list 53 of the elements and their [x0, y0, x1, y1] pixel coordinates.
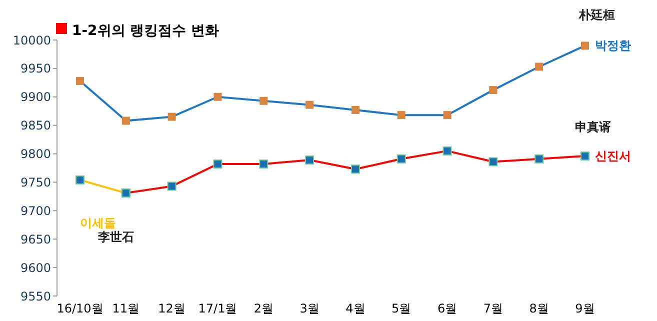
point	[397, 111, 406, 120]
x-tick-label: 6월	[437, 302, 458, 316]
point	[168, 112, 176, 121]
point	[121, 188, 130, 198]
y-tick-label: 10000	[12, 33, 51, 48]
annotation: 李世石	[97, 230, 134, 244]
point	[167, 182, 176, 191]
y-tick-label: 9550	[20, 289, 51, 304]
y-tick-label: 9800	[20, 147, 51, 162]
text: 朴廷桓	[578, 8, 615, 22]
x-tick-label: 5월	[392, 302, 412, 316]
x-tick-label: 4월	[346, 302, 366, 316]
x-tick-label: 3월	[300, 302, 320, 316]
y-tick-label: 9650	[20, 232, 51, 246]
point	[260, 96, 268, 105]
x-tick-label: 2월	[254, 302, 274, 316]
y-tick-label: 9950	[20, 62, 51, 76]
point	[443, 111, 452, 120]
point	[305, 156, 314, 165]
y-tick-label: 9700	[20, 204, 51, 218]
point	[396, 154, 406, 164]
x-tick-label: 7월	[483, 302, 503, 316]
y-tick-label: 9600	[20, 260, 51, 275]
series-label: 신진서	[595, 149, 631, 164]
series-label: 박정환	[595, 38, 631, 53]
point	[488, 157, 498, 166]
x-tick-label: 16/10월	[56, 302, 104, 316]
chart-title: 1-2위의 랭킹점수 변화	[72, 23, 220, 39]
point	[214, 92, 222, 101]
point	[581, 42, 589, 50]
point	[122, 116, 130, 125]
y-tick-label: 9850	[20, 118, 51, 133]
point	[351, 106, 360, 114]
point	[213, 160, 222, 169]
point	[580, 152, 590, 161]
x-tick-label: 17/1월	[198, 302, 238, 316]
x-tick-label: 9월	[575, 302, 595, 316]
annotation: 申真谞	[575, 120, 611, 134]
x-tick-label: 8월	[529, 302, 549, 316]
point	[76, 175, 84, 184]
x-tick-label: 12월	[158, 302, 186, 316]
x-tick-label: 11월	[112, 302, 140, 316]
point	[442, 146, 452, 156]
point	[259, 160, 268, 169]
point	[534, 154, 544, 164]
point	[489, 86, 498, 94]
y-tick-label: 9750	[20, 175, 51, 190]
point	[535, 62, 544, 71]
y-tick-label: 9900	[20, 90, 51, 104]
point	[306, 100, 314, 109]
point	[76, 76, 84, 85]
point	[350, 164, 360, 174]
series-label: 이세돌	[80, 216, 116, 230]
